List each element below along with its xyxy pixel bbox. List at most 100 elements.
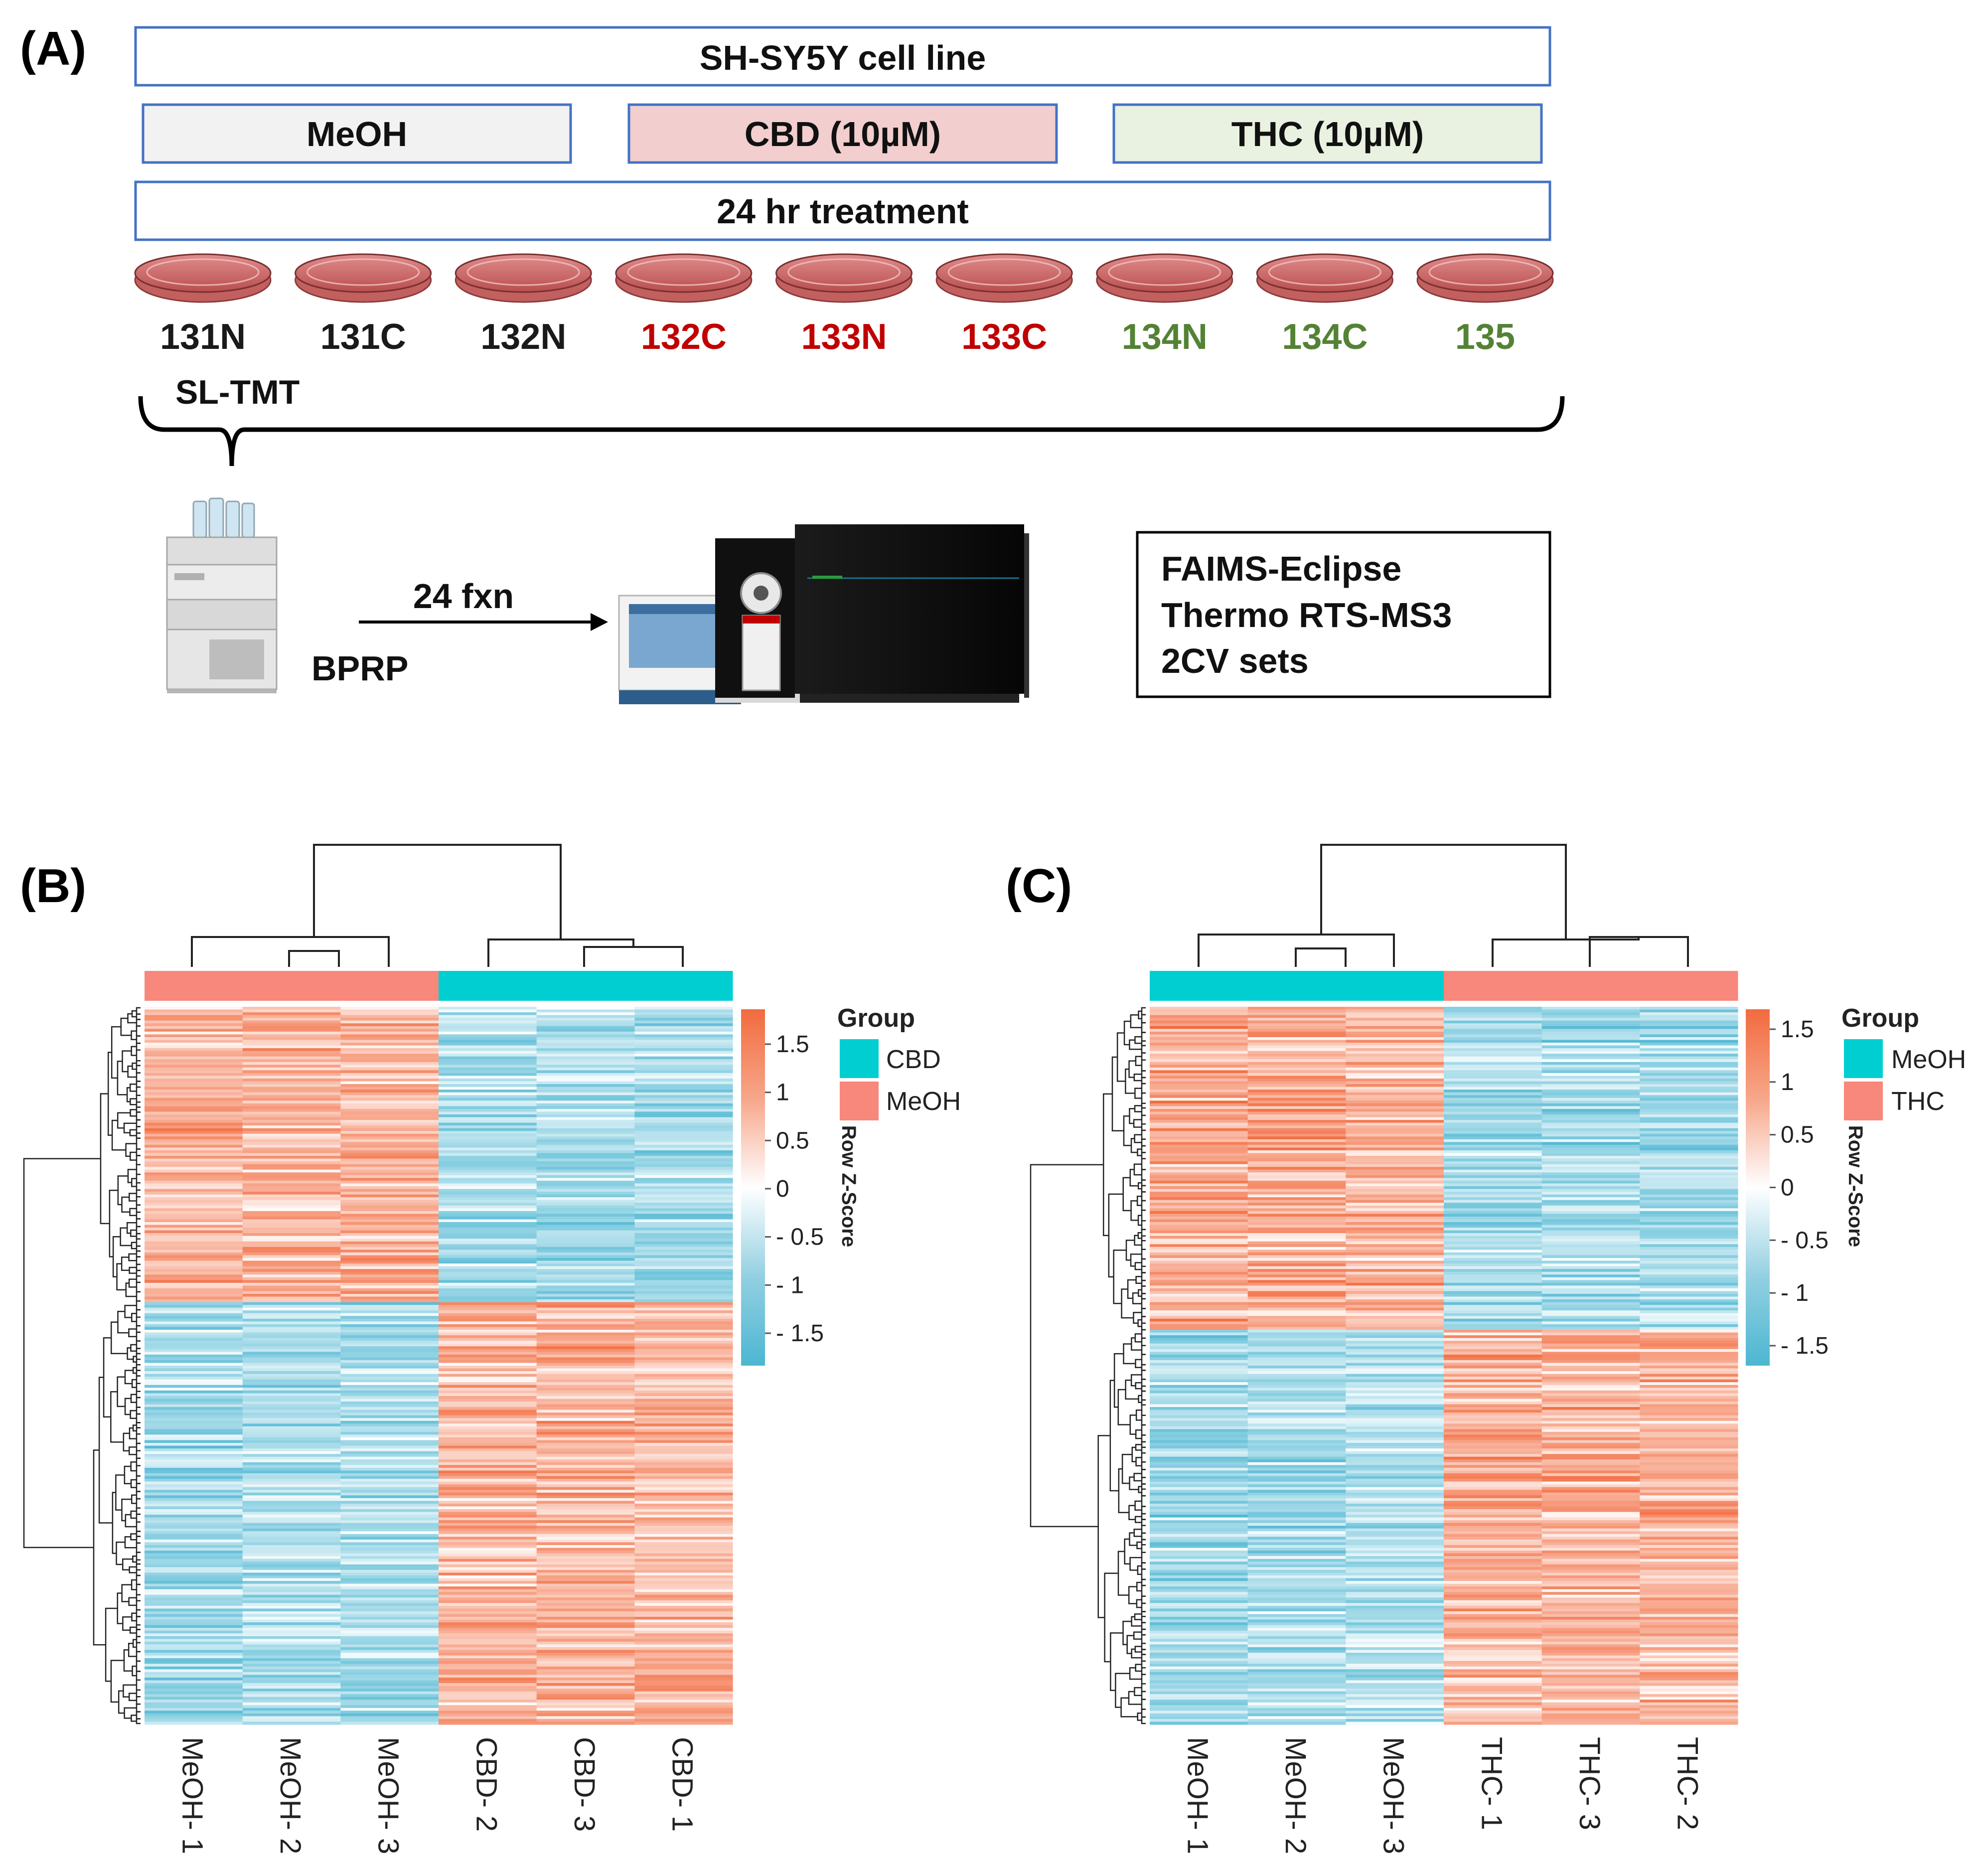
heatmap-cell	[536, 1553, 635, 1557]
heatmap-cell	[634, 1567, 733, 1570]
heatmap-cell	[439, 1437, 537, 1441]
heatmap-cell	[1150, 1583, 1248, 1587]
heatmap-cell	[242, 1222, 341, 1226]
heatmap-cell	[1150, 1523, 1248, 1526]
heatmap-cell	[1444, 1412, 1542, 1416]
heatmap-cell	[1640, 1548, 1738, 1551]
heatmap-cell	[439, 1423, 537, 1427]
heatmap-cell	[439, 1081, 537, 1085]
heatmap-cell	[439, 1368, 537, 1372]
heatmap-cell	[1541, 1349, 1640, 1352]
heatmap-cell	[634, 1396, 733, 1400]
culture-dishes	[134, 253, 1554, 303]
heatmap-cell	[1346, 1056, 1444, 1060]
heatmap-cell	[242, 1528, 341, 1532]
heatmap-cell	[1541, 1233, 1640, 1237]
heatmap-cell	[439, 1434, 537, 1438]
heatmap-cell	[242, 1172, 341, 1176]
heatmap-cell	[145, 1233, 243, 1237]
heatmap-cell	[1247, 1180, 1346, 1184]
heatmap-cell	[634, 1578, 733, 1581]
heatmap-row-b	[145, 1492, 733, 1496]
heatmap-row-c	[1150, 1282, 1738, 1286]
heatmap-cell	[536, 1633, 635, 1637]
heatmap-cell	[1247, 1711, 1346, 1714]
heatmap-cell	[1640, 1481, 1738, 1485]
heatmap-cell	[634, 1617, 733, 1620]
heatmap-cell	[439, 1321, 537, 1325]
heatmap-cell	[1541, 1252, 1640, 1256]
heatmap-cell	[340, 1285, 439, 1289]
heatmap-cell	[242, 1556, 341, 1560]
heatmap-cell	[1444, 1208, 1542, 1212]
heatmap-cell	[1346, 1313, 1444, 1316]
heatmap-row-b	[145, 1125, 733, 1129]
heatmap-cell	[1247, 1581, 1346, 1584]
heatmap-cell	[1346, 1343, 1444, 1347]
heatmap-cell	[242, 1065, 341, 1068]
channel-label-135: 135	[1455, 317, 1515, 357]
heatmap-cell	[340, 1054, 439, 1057]
heatmap-cell	[340, 1056, 439, 1060]
heatmap-cell	[145, 1332, 243, 1336]
heatmap-cell	[340, 1012, 439, 1016]
heatmap-cell	[439, 1473, 537, 1477]
heatmap-cell	[439, 1222, 537, 1226]
heatmap-cell	[242, 1147, 341, 1151]
heatmap-b	[145, 1007, 733, 1725]
heatmap-cell	[1541, 1043, 1640, 1046]
heatmap-cell	[145, 1018, 243, 1021]
heatmap-cell	[634, 1332, 733, 1336]
heatmap-row-c	[1150, 1274, 1738, 1278]
heatmap-cell	[1247, 1147, 1346, 1151]
heatmap-cell	[536, 1095, 635, 1098]
heatmap-cell	[1640, 1713, 1738, 1717]
heatmap-cell	[1640, 1142, 1738, 1145]
heatmap-cell	[1346, 1600, 1444, 1603]
panel-a: (A) SH-SY5Y cell line MeOH CBD (10µM) TH…	[20, 22, 1565, 704]
heatmap-cell	[1247, 1388, 1346, 1391]
heatmap-cell	[242, 1343, 341, 1347]
heatmap-cell	[536, 1271, 635, 1275]
heatmap-cell	[340, 1619, 439, 1623]
heatmap-cell	[1640, 1661, 1738, 1664]
heatmap-cell	[242, 1070, 341, 1074]
heatmap-cell	[242, 1244, 341, 1248]
heatmap-cell	[242, 1012, 341, 1016]
heatmap-cell	[242, 1537, 341, 1540]
heatmap-cell	[634, 1641, 733, 1645]
heatmap-cell	[1541, 1318, 1640, 1322]
heatmap-cell	[340, 1216, 439, 1220]
heatmap-cell	[1346, 1274, 1444, 1278]
heatmap-row-b	[145, 1277, 733, 1280]
heatmap-cell	[1640, 1133, 1738, 1137]
heatmap-cell	[1640, 1114, 1738, 1118]
heatmap-cell	[340, 1258, 439, 1261]
heatmap-row-b	[145, 1352, 733, 1355]
heatmap-cell	[634, 1512, 733, 1515]
heatmap-cell	[1346, 1211, 1444, 1214]
heatmap-row-c	[1150, 1271, 1738, 1275]
channel-label-133N: 133N	[801, 317, 887, 357]
heatmap-cell	[1247, 1167, 1346, 1170]
heatmap-cell	[340, 1476, 439, 1479]
heatmap-cell	[1247, 1194, 1346, 1198]
heatmap-row-c	[1150, 1515, 1738, 1518]
heatmap-cell	[1444, 1379, 1542, 1383]
heatmap-cell	[1150, 1437, 1248, 1441]
heatmap-cell	[1640, 1509, 1738, 1513]
heatmap-cell	[1247, 1067, 1346, 1071]
heatmap-cell	[1346, 1282, 1444, 1286]
heatmap-cell	[634, 1625, 733, 1628]
heatmap-cell	[536, 1440, 635, 1443]
heatmap-cell	[340, 1125, 439, 1129]
heatmap-cell	[242, 1462, 341, 1465]
heatmap-cell	[1346, 1451, 1444, 1454]
heatmap-cell	[1541, 1603, 1640, 1606]
heatmap-cell	[1541, 1271, 1640, 1275]
heatmap-cell	[1346, 1040, 1444, 1043]
heatmap-cell	[439, 1073, 537, 1077]
heatmap-cell	[340, 1515, 439, 1518]
heatmap-row-b	[145, 1189, 733, 1192]
heatmap-row-c	[1150, 1462, 1738, 1465]
